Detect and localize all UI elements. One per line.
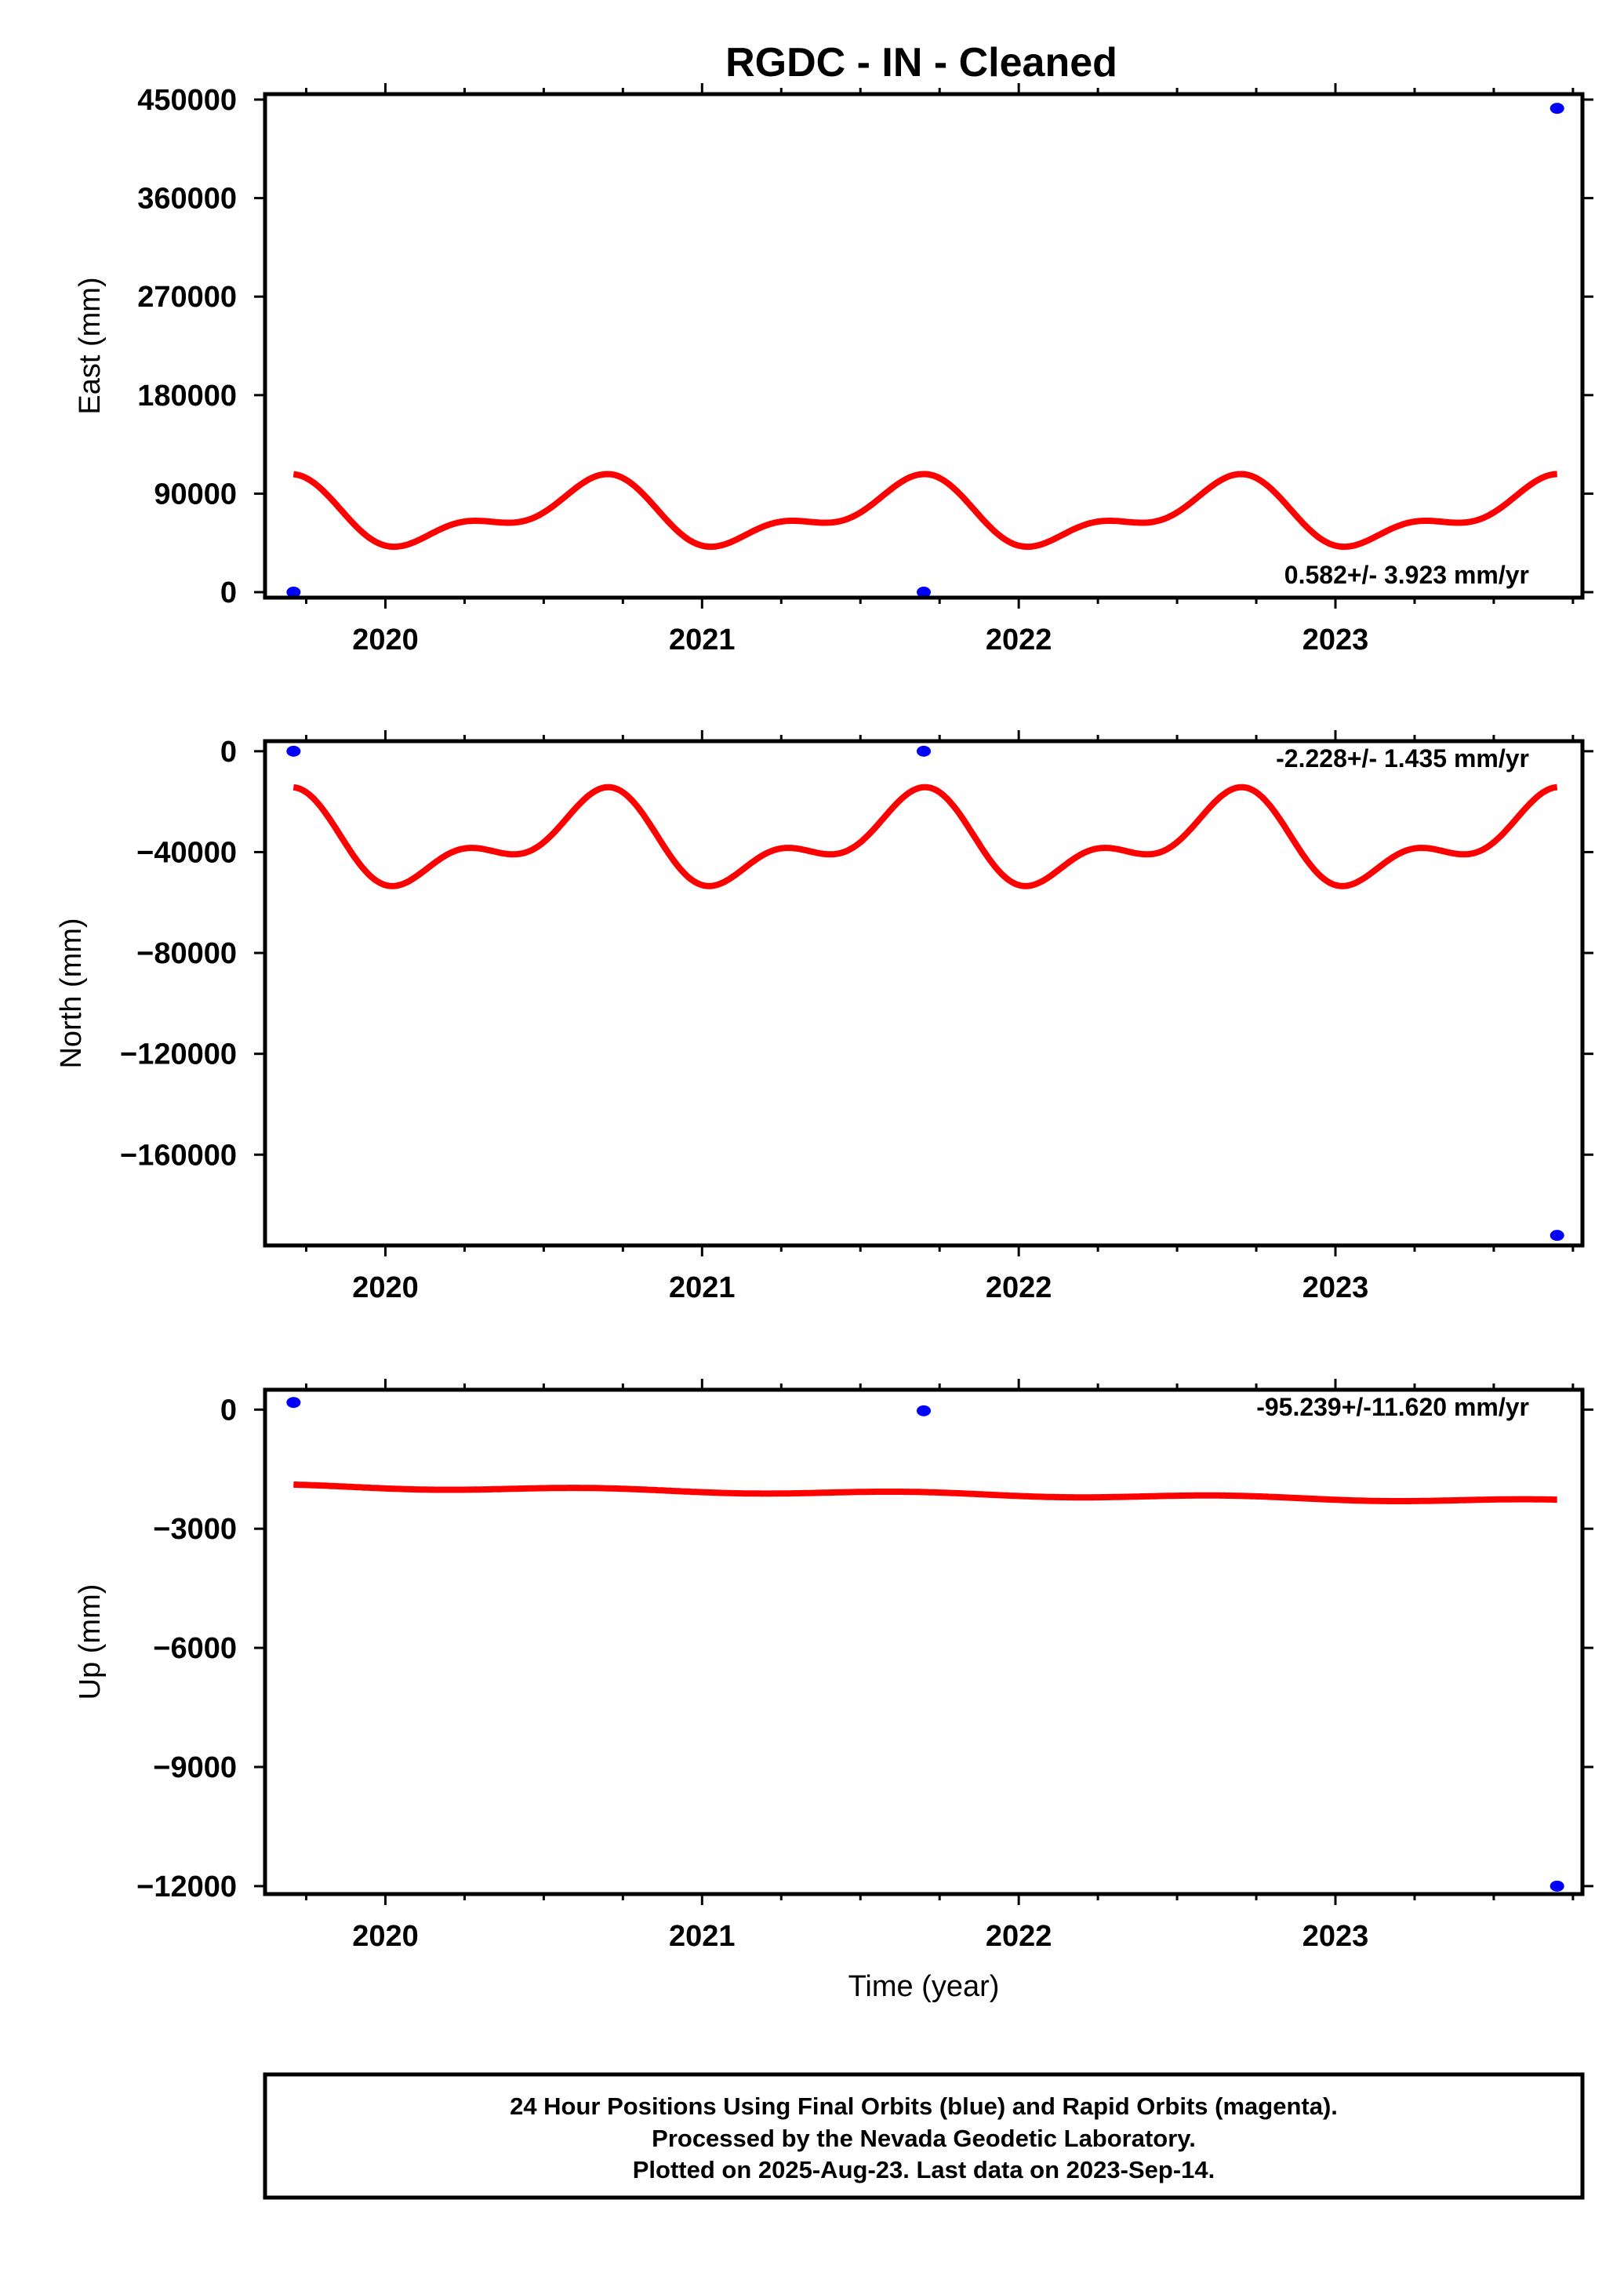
up-xtick-label-3: 2023 (1302, 1920, 1369, 1953)
north-xtick-label-3: 2023 (1302, 1271, 1369, 1304)
footer-line-2: Processed by the Nevada Geodetic Laborat… (652, 2125, 1196, 2152)
east-ytick-label-3: 270000 (137, 281, 237, 314)
footer-line-3: Plotted on 2025-Aug-23. Last data on 202… (633, 2156, 1215, 2183)
east-ytick-label-5: 450000 (137, 84, 237, 117)
east-ytick-label-4: 360000 (137, 183, 237, 216)
up-ytick-label-3: −9000 (153, 1751, 237, 1784)
up-x-axis-label: Time (year) (848, 1970, 1000, 2003)
east-ytick-label-2: 180000 (137, 380, 237, 413)
chart-title: RGDC - IN - Cleaned (725, 40, 1117, 85)
footer-box: 24 Hour Positions Using Final Orbits (bl… (263, 2072, 1585, 2200)
north-data-point-2 (1550, 1230, 1564, 1242)
east-ytick-label-1: 90000 (154, 478, 237, 511)
east-xtick-label-2: 2022 (986, 624, 1052, 656)
north-axes-frame (263, 739, 1585, 1248)
up-xtick-label-1: 2021 (669, 1920, 736, 1953)
up-panel: 0 −3000 −6000 −9000 −12000 2020 2021 2022 2023 Up… (74, 1379, 1593, 2003)
up-y-axis-label: Up (mm) (74, 1584, 107, 1700)
up-data-point-2 (1550, 1880, 1564, 1892)
up-model-curve (292, 1481, 1558, 1504)
east-data-point-2 (1550, 103, 1564, 115)
north-ytick-label-4: −160000 (120, 1139, 237, 1172)
north-xtick-label-1: 2021 (669, 1271, 736, 1304)
north-data-point-0 (286, 745, 301, 757)
north-xtick-label-2: 2022 (986, 1271, 1052, 1304)
east-xtick-label-3: 2023 (1302, 624, 1369, 656)
east-model-curve (292, 471, 1558, 551)
up-data-point-1 (917, 1405, 931, 1416)
east-data-point-0 (286, 587, 301, 598)
up-xtick-label-0: 2020 (352, 1920, 419, 1953)
north-ytick-label-0: 0 (220, 736, 237, 769)
north-rate-annotation: -2.228+/- 1.435 mm/yr (1276, 744, 1529, 773)
north-ytick-label-1: −40000 (136, 836, 237, 869)
up-data-point-0 (286, 1397, 301, 1409)
east-panel: 0 90000 180000 270000 360000 450000 2020 2021 20… (74, 83, 1593, 656)
footer-frame (263, 2072, 1585, 2200)
east-y-axis-label: East (mm) (74, 277, 107, 414)
east-rate-annotation: 0.582+/- 3.923 mm/yr (1284, 561, 1529, 589)
up-xtick-label-2: 2022 (986, 1920, 1052, 1953)
east-xtick-label-0: 2020 (352, 624, 419, 656)
east-ytick-label-0: 0 (220, 576, 237, 609)
north-y-axis-label: North (mm) (55, 918, 88, 1068)
north-data-point-1 (917, 745, 931, 757)
up-axes-frame (263, 1387, 1585, 1896)
north-ytick-label-2: −80000 (136, 937, 237, 970)
up-ytick-label-1: −3000 (153, 1513, 237, 1546)
east-axes-frame (263, 92, 1585, 600)
north-ytick-label-3: −120000 (120, 1038, 237, 1071)
up-rate-annotation: -95.239+/-11.620 mm/yr (1256, 1393, 1529, 1421)
panels: 0 90000 180000 270000 360000 450000 2020 2021 20… (55, 83, 1593, 2003)
north-panel: 0 −40000 −80000 −120000 −160000 2020 2021 2022 2… (55, 730, 1593, 1304)
up-ytick-label-4: −12000 (136, 1871, 237, 1903)
footer-line-1: 24 Hour Positions Using Final Orbits (bl… (510, 2092, 1338, 2120)
up-ytick-label-2: −6000 (153, 1632, 237, 1665)
north-xtick-label-0: 2020 (352, 1271, 419, 1304)
east-data-point-1 (917, 587, 931, 598)
east-xtick-label-1: 2021 (669, 624, 736, 656)
north-model-curve (292, 784, 1558, 889)
up-ytick-label-0: 0 (220, 1394, 237, 1427)
